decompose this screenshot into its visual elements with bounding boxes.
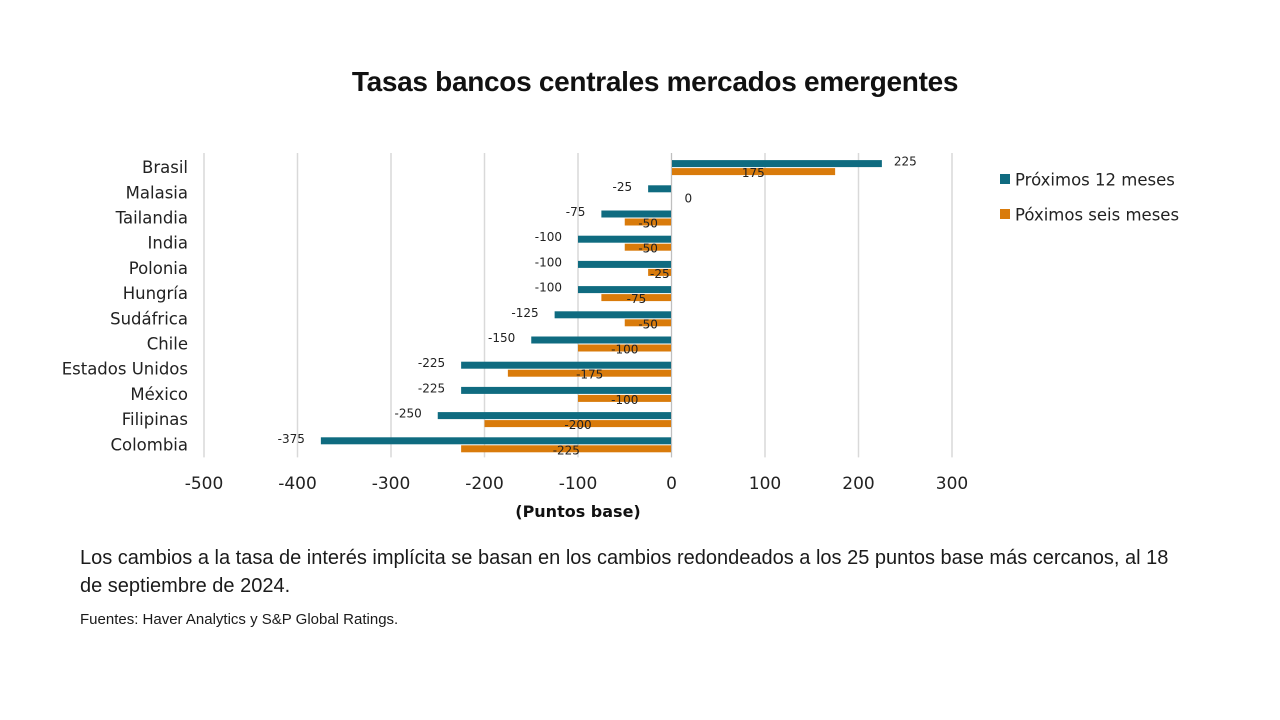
data-label-series-1: -100 <box>535 230 562 244</box>
data-label-series-2: -50 <box>638 217 658 231</box>
tick-labels: -500 -400 -300 -200 -100 0 100 200 300 <box>185 474 969 494</box>
bar-series-1 <box>671 160 882 168</box>
bar-series-2 <box>624 218 672 226</box>
bar-series-2 <box>624 319 672 327</box>
x-tick-label: -300 <box>372 474 411 494</box>
data-label-series-1: -100 <box>535 281 562 295</box>
data-label-series-1: -250 <box>395 407 422 421</box>
category-label: India <box>148 234 189 253</box>
category-label: México <box>130 385 188 404</box>
category-label: Polonia <box>129 259 188 278</box>
bar-series-1 <box>554 311 672 319</box>
x-tick-label: -200 <box>465 474 504 494</box>
bar-series-2 <box>484 420 672 428</box>
category-label: Hungría <box>123 284 188 303</box>
data-label-series-2: -50 <box>638 317 658 331</box>
chart-note: Los cambios a la tasa de interés implíci… <box>80 547 1169 597</box>
bar-series-2 <box>671 168 836 176</box>
x-tick-label: 100 <box>749 474 781 494</box>
data-label-series-2: -50 <box>638 242 658 256</box>
data-label-series-2: 175 <box>742 166 765 180</box>
bar-series-2 <box>507 369 672 377</box>
category-label: Malasia <box>126 183 188 202</box>
data-label-series-1: -25 <box>613 180 633 194</box>
data-label-series-1: -75 <box>566 205 586 219</box>
category-label: Filipinas <box>122 410 188 429</box>
data-label-series-2: -175 <box>576 368 603 382</box>
bar-series-2 <box>624 243 672 251</box>
x-tick-label: 200 <box>842 474 874 494</box>
bar-chart: 225175-250-75-50-100-50-100-25-100-75-12… <box>62 153 1179 521</box>
bar-series-1 <box>578 286 672 294</box>
bar-series-1 <box>320 437 672 445</box>
category-labels: Brasil Malasia Tailandia India Polonia Hungrí… <box>62 158 188 454</box>
bar-series-2 <box>578 344 672 352</box>
bar-series-1 <box>578 235 672 243</box>
bar-series-1 <box>461 361 672 369</box>
category-label: Colombia <box>110 435 188 454</box>
legend-swatch <box>1000 209 1010 219</box>
data-label-series-1: -125 <box>511 306 538 320</box>
bar-series-2 <box>578 394 672 402</box>
bar-series-1 <box>461 386 672 394</box>
legend-swatch <box>1000 174 1010 184</box>
legend-label: Próximos 12 meses <box>1015 171 1175 190</box>
bar-series-1 <box>531 336 672 344</box>
x-tick-label: 300 <box>936 474 968 494</box>
category-label: Brasil <box>142 158 188 177</box>
data-label-series-1: -375 <box>278 432 305 446</box>
data-label-series-2: -25 <box>650 267 670 281</box>
data-label-series-1: -100 <box>535 255 562 269</box>
category-label: Sudáfrica <box>110 309 188 328</box>
data-label-series-2: -100 <box>611 343 638 357</box>
category-label: Tailandia <box>115 209 188 228</box>
data-label-series-2: 0 <box>685 191 693 205</box>
data-label-series-1: -150 <box>488 331 515 345</box>
bar-series-1 <box>601 210 672 218</box>
data-label-series-2: -75 <box>627 292 647 306</box>
legend-label: Póximos seis meses <box>1015 206 1179 225</box>
data-label-series-2: -100 <box>611 393 638 407</box>
x-tick-label: -100 <box>559 474 598 494</box>
data-label-series-1: -225 <box>418 381 445 395</box>
bar-series-1 <box>578 260 672 268</box>
data-label-series-1: -225 <box>418 356 445 370</box>
category-label: Chile <box>147 335 188 354</box>
data-label-series-2: -200 <box>564 418 591 432</box>
source-note: Fuentes: Haver Analytics y S&P Global Ra… <box>80 611 399 628</box>
x-axis-label: (Puntos base) <box>515 502 641 521</box>
data-label-series-2: -225 <box>553 443 580 457</box>
bar-series-1 <box>648 185 672 193</box>
x-tick-label: 0 <box>666 474 677 494</box>
bar-series-2 <box>461 445 672 453</box>
chart-title: Tasas bancos centrales mercados emergent… <box>351 66 959 97</box>
category-label: Estados Unidos <box>62 360 188 379</box>
bars: 225175-250-75-50-100-50-100-25-100-75-12… <box>278 153 917 458</box>
gridlines <box>203 153 953 458</box>
legend: Próximos 12 meses Póximos seis meses <box>1000 171 1179 225</box>
x-tick-label: -400 <box>278 474 317 494</box>
bar-series-1 <box>437 412 672 420</box>
x-tick-label: -500 <box>185 474 224 494</box>
data-label-series-1: 225 <box>894 155 917 169</box>
bar-series-2 <box>648 268 672 276</box>
bar-series-2 <box>601 294 672 302</box>
